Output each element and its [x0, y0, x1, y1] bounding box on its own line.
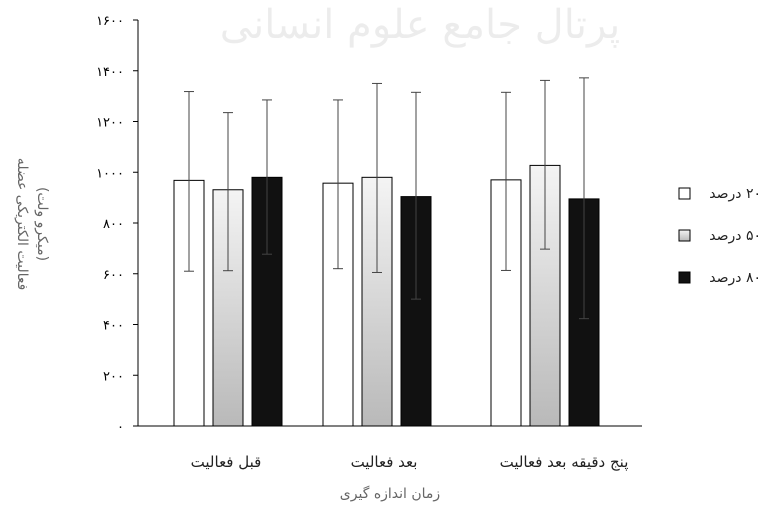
y-tick-label: ۶۰۰: [103, 268, 124, 283]
y-tick-label: ۱۲۰۰: [96, 116, 124, 131]
x-category-label: بعد فعالیت: [351, 453, 418, 471]
y-axis-unit: (میکرو ولت): [34, 187, 50, 261]
y-tick-label: ۱۶۰۰: [96, 14, 124, 29]
x-axis-category-labels: قبل فعالیت بعد فعالیت پنج دقیقه بعد فعالیت: [191, 453, 629, 472]
y-tick-label: ۸۰۰: [103, 217, 124, 232]
legend: ۲۰ درصد ۵۰ درصد ۸۰ درصد: [678, 186, 761, 286]
y-axis-ticks: ۰ ۲۰۰ ۴۰۰ ۶۰۰ ۸۰۰ ۱۰۰۰ ۱۲۰۰ ۱۴۰۰ ۱۶۰۰: [96, 14, 138, 435]
y-tick-label: ۱۴۰۰: [96, 65, 124, 80]
watermark-text: پرتال جامع علوم انسانی: [220, 2, 621, 48]
legend-label: ۸۰ درصد: [709, 270, 761, 286]
legend-swatch: [678, 229, 691, 242]
legend-swatch: [678, 271, 691, 284]
y-axis-title: فعالیت الکتریکی عضله: [14, 158, 30, 291]
legend-label: ۵۰ درصد: [709, 228, 761, 244]
y-tick-label: ۱۰۰۰: [96, 166, 124, 181]
error-bars-layer: [184, 77, 589, 320]
x-category-label: پنج دقیقه بعد فعالیت: [500, 453, 629, 472]
y-tick-label: ۲۰۰: [103, 369, 124, 384]
y-tick-label: ۰: [117, 420, 124, 435]
x-axis-title: زمان اندازه گیری: [340, 485, 440, 502]
x-category-label: قبل فعالیت: [191, 453, 262, 471]
y-tick-label: ۴۰۰: [103, 319, 124, 334]
bars-layer: [173, 164, 600, 427]
legend-label: ۲۰ درصد: [709, 186, 761, 202]
legend-swatch: [678, 187, 691, 200]
